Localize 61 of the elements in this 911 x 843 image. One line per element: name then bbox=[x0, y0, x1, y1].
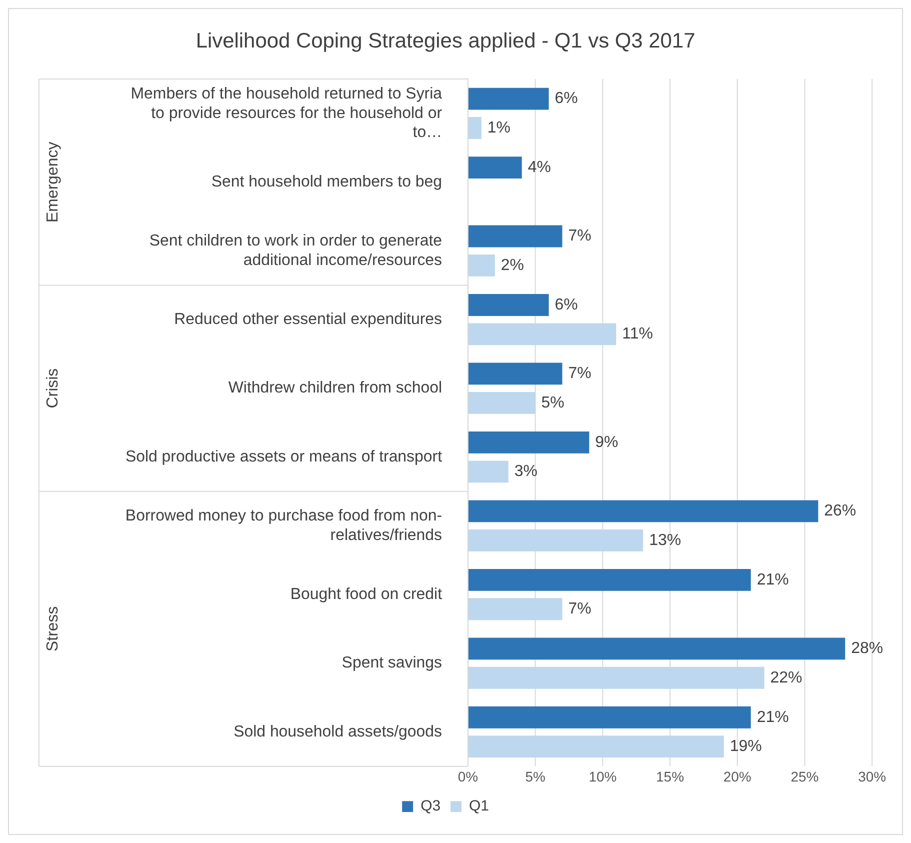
y-tick-label: Borrowed money to purchase food from non-relatives/friends bbox=[125, 508, 442, 544]
text: Stress bbox=[44, 606, 62, 652]
data-label: 1% bbox=[487, 119, 510, 136]
bar bbox=[468, 460, 508, 483]
data-label: 7% bbox=[568, 228, 592, 245]
bar bbox=[468, 598, 562, 620]
y-tick-label: Sold household assets/goods bbox=[234, 723, 442, 740]
bar bbox=[468, 88, 549, 110]
data-label: 2% bbox=[500, 256, 524, 274]
bar bbox=[468, 225, 562, 248]
x-tick-label: 0% bbox=[458, 768, 478, 785]
y-tick-label: Spent savings bbox=[342, 654, 442, 672]
bar bbox=[468, 432, 590, 454]
data-label: 22% bbox=[770, 669, 802, 686]
data-label: 11% bbox=[622, 326, 653, 343]
data-label: 28% bbox=[851, 640, 884, 658]
y-tick-label: Sold productive assets or means of transport bbox=[125, 448, 443, 466]
bar bbox=[468, 156, 522, 178]
data-label: 13% bbox=[649, 532, 682, 549]
chart-title: Livelihood Coping Strategies applied - Q1 vs Q3 2017 bbox=[196, 29, 696, 52]
y-tick-label: Reduced other essential expenditures bbox=[174, 310, 442, 328]
bar bbox=[468, 666, 764, 689]
bar bbox=[468, 117, 482, 139]
y-tick-label: Withdrew children from school bbox=[228, 380, 442, 397]
bar bbox=[468, 500, 818, 522]
text: Emergency bbox=[44, 142, 62, 222]
data-label: 26% bbox=[824, 502, 856, 520]
data-label: 9% bbox=[595, 434, 618, 451]
x-tick-label: 5% bbox=[525, 768, 546, 785]
data-label: 5% bbox=[541, 394, 564, 412]
data-label: 4% bbox=[528, 158, 551, 176]
x-tick-label: 20% bbox=[723, 768, 752, 785]
bar bbox=[468, 706, 751, 728]
x-tick-label: 25% bbox=[790, 768, 819, 785]
bar bbox=[468, 568, 751, 591]
data-label: 21% bbox=[756, 571, 789, 588]
data-label: 7% bbox=[568, 600, 592, 618]
y-tick-label: Bought food on credit bbox=[290, 586, 443, 603]
y-tick-label: Members of the household returned to Syria to provide resources for the household or to… bbox=[130, 86, 443, 141]
data-label: 6% bbox=[554, 90, 578, 108]
bar bbox=[468, 294, 549, 316]
bar bbox=[468, 254, 495, 276]
bar bbox=[468, 638, 846, 660]
x-tick-label: 15% bbox=[656, 768, 684, 785]
y-tick-label: Sent children to work in order to generate additional income/resources bbox=[149, 232, 442, 269]
legend-label: Q1 bbox=[468, 798, 489, 815]
data-label: 7% bbox=[568, 365, 592, 382]
data-label: 3% bbox=[514, 463, 538, 480]
y-tick-label: Sent household members to beg bbox=[211, 174, 442, 191]
legend-label: Q3 bbox=[420, 798, 441, 815]
bar bbox=[468, 736, 724, 758]
text: Crisis bbox=[44, 368, 62, 408]
bar bbox=[468, 529, 644, 552]
data-label: 6% bbox=[554, 296, 578, 314]
bar bbox=[468, 323, 616, 346]
bar bbox=[468, 362, 562, 385]
bar bbox=[468, 392, 536, 414]
x-tick-label: 30% bbox=[858, 768, 886, 785]
data-label: 19% bbox=[730, 738, 762, 755]
data-label: 21% bbox=[756, 708, 789, 726]
x-tick-label: 10% bbox=[588, 768, 617, 785]
